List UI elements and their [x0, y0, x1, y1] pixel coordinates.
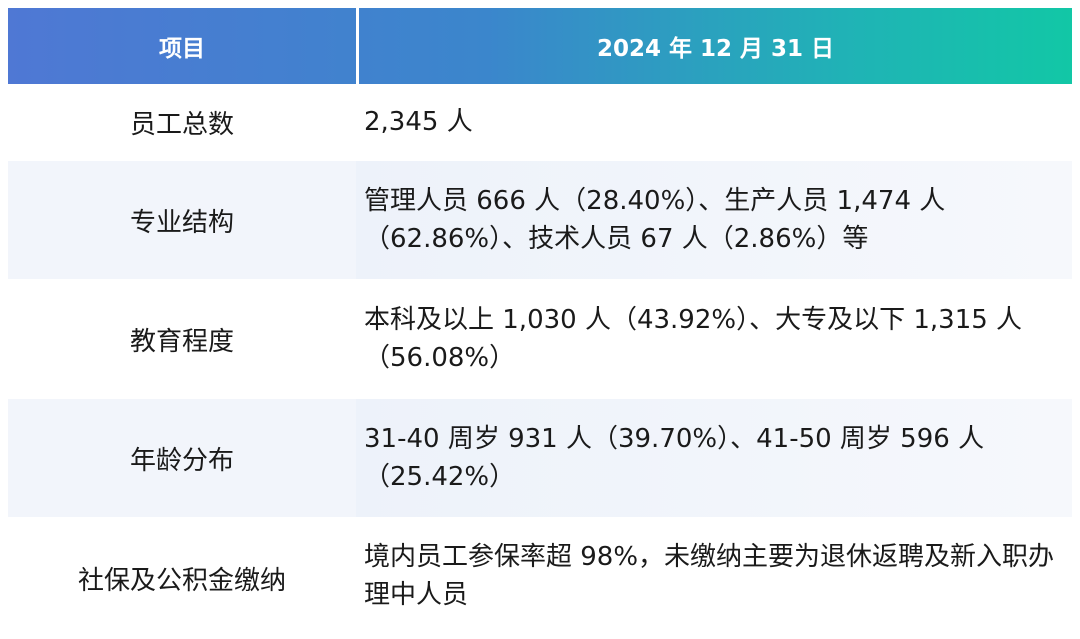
row-value: 2,345 人	[364, 107, 473, 137]
row-value: 31-40 周岁 931 人（39.70%）、41-50 周岁 596 人（25…	[356, 399, 1072, 517]
row-label: 教育程度	[129, 326, 234, 357]
table-header: 项目 2024 年 12 月 31 日	[8, 8, 1072, 84]
header-date: 2024 年 12 月 31 日	[356, 8, 1072, 84]
table-row: 教育程度 本科及以上 1,030 人（43.92%）、大专及以下 1,315 人…	[8, 280, 1072, 399]
row-value: 管理人员 666 人（28.40%）、生产人员 1,474 人（62.86%）、…	[356, 161, 1072, 279]
table-row: 社保及公积金缴纳 境内员工参保率超 98%，未缴纳主要为退休返聘及新入职办理中人…	[8, 518, 1072, 639]
row-value: 境内员工参保率超 98%，未缴纳主要为退休返聘及新入职办理中人员	[364, 542, 1055, 610]
table-row: 员工总数 2,345 人	[8, 84, 1072, 161]
row-value: 本科及以上 1,030 人（43.92%）、大专及以下 1,315 人（56.0…	[364, 305, 1023, 373]
row-label: 社保及公积金缴纳	[77, 565, 286, 596]
row-label: 年龄分布	[8, 399, 356, 517]
table-row: 专业结构 管理人员 666 人（28.40%）、生产人员 1,474 人（62.…	[8, 161, 1072, 280]
data-table: 项目 2024 年 12 月 31 日 员工总数 2,345 人 专业结构 管理…	[8, 8, 1072, 639]
row-label: 专业结构	[8, 161, 356, 279]
table-row: 年龄分布 31-40 周岁 931 人（39.70%）、41-50 周岁 596…	[8, 399, 1072, 518]
row-label: 员工总数	[129, 109, 234, 140]
header-item: 项目	[159, 36, 205, 62]
